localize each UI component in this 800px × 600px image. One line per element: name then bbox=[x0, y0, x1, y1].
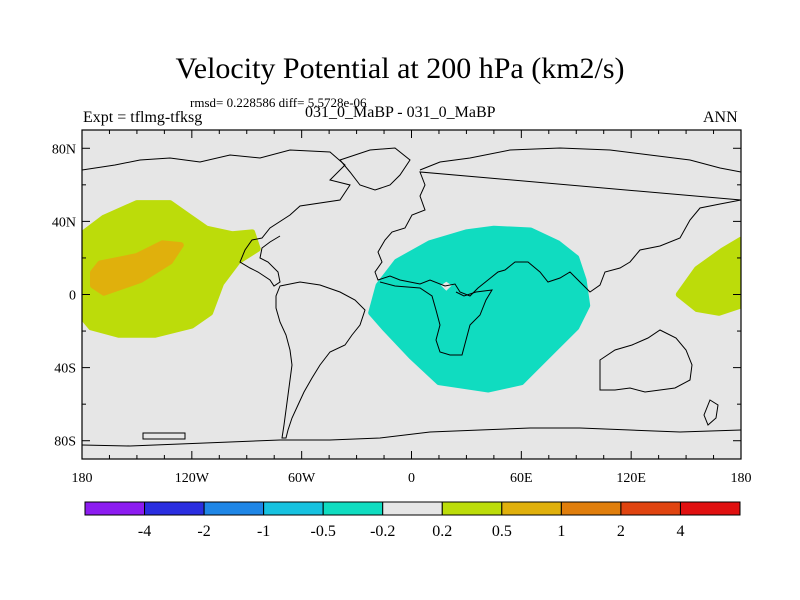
region-west-pacific-positive bbox=[675, 236, 741, 316]
region-east-pacific-positive bbox=[82, 200, 261, 338]
colorbar-label: 2 bbox=[617, 523, 625, 540]
colorbar-swatch bbox=[501, 501, 562, 516]
coastline-south-america bbox=[275, 281, 366, 439]
coastline-australia bbox=[599, 329, 693, 393]
colorbar-label: -4 bbox=[138, 523, 151, 540]
x-tick-label: 60E bbox=[510, 471, 533, 486]
coastline-eurasia bbox=[374, 147, 741, 297]
colorbar-label: 0.5 bbox=[492, 523, 512, 540]
coastline-africa bbox=[379, 281, 493, 356]
colorbar-label: -2 bbox=[197, 523, 210, 540]
colorbar-swatch bbox=[560, 501, 622, 516]
y-tick-label: 40S bbox=[54, 362, 76, 377]
coastline-new-zealand bbox=[703, 399, 719, 426]
continent-outlines bbox=[82, 147, 741, 447]
colorbar-swatch bbox=[144, 501, 205, 516]
axis-ticks bbox=[81, 130, 742, 459]
coastline-antarctica bbox=[82, 427, 741, 447]
case-label: 031_0_MaBP - 031_0_MaBP bbox=[305, 104, 496, 121]
colorbar-label: 0.2 bbox=[432, 523, 452, 540]
x-tick-label: 180 bbox=[72, 471, 93, 486]
y-tick-label: 40N bbox=[52, 215, 76, 230]
coastline-north-america bbox=[82, 149, 351, 287]
colorbar-label: -0.5 bbox=[311, 523, 336, 540]
season-label: ANN bbox=[703, 109, 738, 126]
region-east-pacific-core bbox=[90, 240, 184, 296]
colorbar: -4 -2 -1 -0.5 -0.2 0.2 0.5 1 2 4 bbox=[84, 501, 741, 540]
axis-tick-labels: 180 120W 60W 0 60E 120E 180 80N 40N 0 40S 80S bbox=[52, 142, 752, 486]
colorbar-swatch bbox=[620, 501, 681, 516]
x-tick-label: 120E bbox=[616, 471, 646, 486]
region-indian-ocean-africa-negative bbox=[368, 225, 591, 393]
colorbar-swatch bbox=[382, 501, 443, 516]
colorbar-swatch bbox=[263, 501, 324, 516]
x-tick-label: 120W bbox=[175, 471, 210, 486]
coastline-greenland bbox=[339, 147, 411, 191]
experiment-label: Expt = tflmg-tfksg bbox=[83, 109, 203, 126]
colorbar-swatch bbox=[441, 501, 503, 516]
chart-title: Velocity Potential at 200 hPa (km2/s) bbox=[175, 52, 625, 85]
colorbar-swatch bbox=[322, 501, 384, 516]
colorbar-label: 1 bbox=[557, 523, 565, 540]
colorbar-label: -1 bbox=[257, 523, 270, 540]
x-tick-label: 180 bbox=[731, 471, 752, 486]
x-tick-label: 0 bbox=[408, 471, 415, 486]
colorbar-swatch bbox=[679, 501, 741, 516]
region-small-unshaded-gap bbox=[440, 281, 452, 291]
colorbar-swatch bbox=[203, 501, 265, 516]
stats-line: rmsd= 0.228586 diff= 5.5728e-06 bbox=[190, 95, 367, 110]
y-tick-label: 80N bbox=[52, 142, 76, 157]
colorbar-swatch bbox=[84, 501, 146, 516]
colorbar-label: 4 bbox=[676, 523, 684, 540]
x-tick-label: 60W bbox=[288, 471, 316, 486]
y-tick-label: 0 bbox=[69, 289, 76, 304]
y-tick-label: 80S bbox=[54, 435, 76, 450]
shaded-regions bbox=[82, 200, 741, 393]
colorbar-label: -0.2 bbox=[370, 523, 395, 540]
coastline-antarctic-island bbox=[142, 432, 186, 440]
